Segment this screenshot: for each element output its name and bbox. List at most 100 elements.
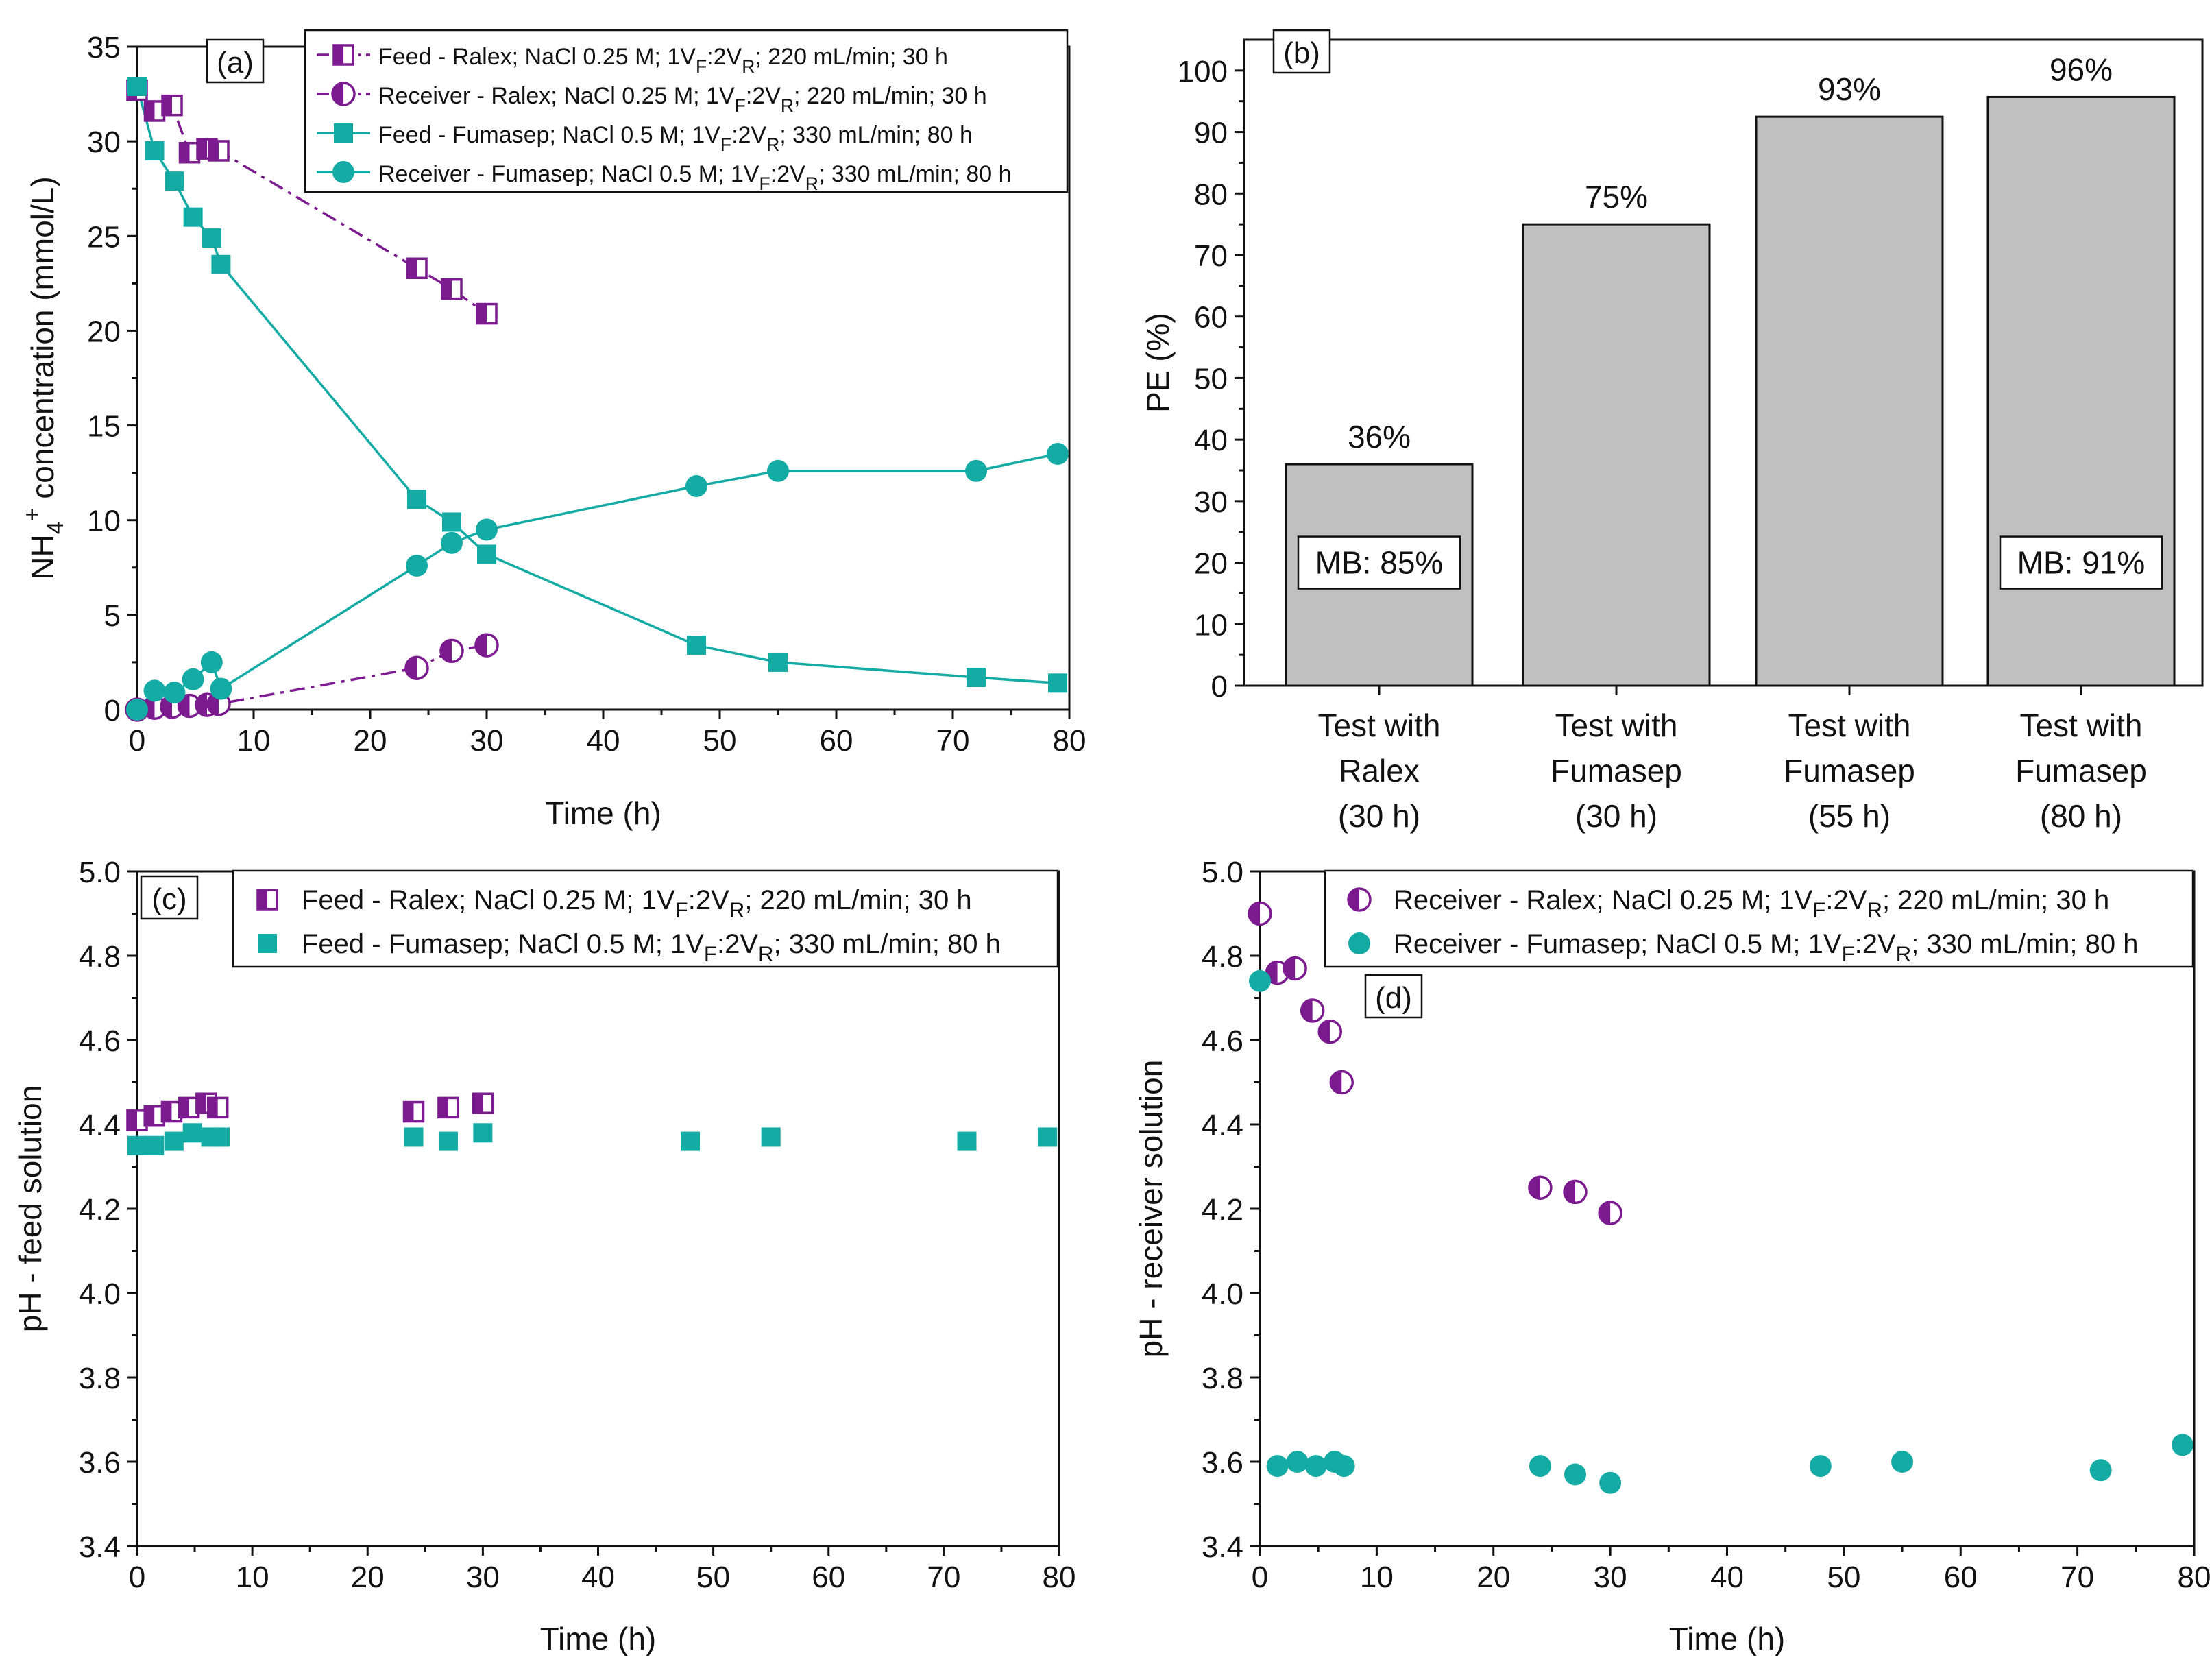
legend-marker <box>258 934 277 953</box>
y-tick-label: 25 <box>87 220 121 254</box>
legend-text-part: :2V <box>770 161 805 187</box>
y-tick-label: 5.0 <box>1202 856 1243 889</box>
marker-fill-half <box>180 143 190 162</box>
data-point-receiver_fumasep_ph <box>2171 1434 2193 1456</box>
x-category-label: Test with <box>1555 708 1678 743</box>
legend-text-part: Feed - Fumasep; NaCl 0.5 M; 1V <box>378 122 720 148</box>
legend-label-feed_fumasep: Feed - Fumasep; NaCl 0.5 M; 1VF:2VR; 330… <box>378 122 973 155</box>
legend-label-feed_fumasep_ph: Feed - Fumasep; NaCl 0.5 M; 1VF:2VR; 330… <box>302 929 1001 966</box>
marker-fill-half <box>1529 1177 1540 1199</box>
data-point-feed_fumasep <box>145 141 165 160</box>
panel-c: 0 10 20 30 40 50 60 70 80 3.4 3.6 3.8 4.0 4.2 4.4 4.6 4.… <box>12 856 1075 1656</box>
data-point-receiver_fumasep <box>767 459 789 482</box>
data-point-feed_fumasep_ph <box>182 1123 202 1143</box>
legend-box <box>232 869 1059 968</box>
data-point-feed_fumasep <box>127 77 147 97</box>
legend-text-part: ; 220 mL/min; 30 h <box>1882 885 2109 915</box>
x-category-label: (30 h) <box>1575 798 1657 834</box>
y-title-part: NH <box>25 534 60 579</box>
data-point-receiver_ralex_ph <box>1598 1201 1622 1225</box>
data-point-feed_ralex <box>406 257 428 280</box>
y-title-subscript: 4 <box>42 521 69 534</box>
legend-text-part: Receiver - Ralex; NaCl 0.25 M; 1V <box>378 83 735 109</box>
panel-label: (a) <box>217 46 254 80</box>
y-tick-label: 35 <box>87 31 121 64</box>
y-tick-label: 4.2 <box>1202 1193 1243 1227</box>
y-tick-label: 3.4 <box>79 1530 121 1564</box>
marker-fill-half <box>162 95 172 115</box>
marker-fill-half <box>334 45 343 64</box>
data-point-receiver_fumasep <box>200 651 223 673</box>
data-point-feed_ralex <box>161 94 183 117</box>
data-point-receiver_fumasep <box>441 531 463 554</box>
legend-subscript: F <box>720 134 731 155</box>
legend-marker <box>1348 932 1370 954</box>
x-tick-label: 80 <box>1053 724 1086 758</box>
data-point-feed_ralex <box>476 302 498 325</box>
legend-text-part: :2V <box>731 122 766 148</box>
legend-subscript: F <box>735 95 746 116</box>
data-point-receiver_fumasep <box>143 679 166 702</box>
panel-label-box <box>140 875 199 920</box>
data-point-receiver_fumasep_ph <box>2089 1459 2112 1482</box>
mb-annotation: MB: 85% <box>1315 545 1444 581</box>
x-tick-label: 10 <box>237 724 271 758</box>
y-tick-label: 60 <box>1194 301 1228 335</box>
x-tick-label: 20 <box>351 1560 385 1594</box>
y-tick-label: 5.0 <box>79 856 121 889</box>
y-tick-label: 4.4 <box>79 1109 121 1142</box>
marker-fill-half <box>162 1102 172 1122</box>
y-tick-label: 5 <box>104 599 121 633</box>
legend-label-receiver_ralex_ph: Receiver - Ralex; NaCl 0.25 M; 1VF:2VR; … <box>1394 885 2109 922</box>
legend-subscript: F <box>1812 898 1825 922</box>
data-point-feed_ralex_ph <box>402 1100 425 1123</box>
panel-label: (c) <box>151 882 186 916</box>
x-category-label: (55 h) <box>1808 798 1891 834</box>
legend-marker <box>332 161 354 183</box>
data-point-feed_fumasep <box>477 544 496 564</box>
data-point-receiver_fumasep <box>182 668 204 690</box>
data-point-receiver_fumasep_ph <box>1286 1451 1309 1473</box>
marker-fill-half <box>145 1106 155 1126</box>
data-point-receiver_fumasep <box>685 474 707 497</box>
panel-b: 0 10 20 30 40 50 60 70 80 90 100 PE (%) (b) 36% Test w… <box>1140 29 2204 834</box>
data-point-feed_fumasep_ph <box>164 1131 184 1151</box>
marker-fill-half <box>209 141 219 160</box>
data-point-feed_fumasep_ph <box>761 1127 781 1147</box>
x-axis-title: Time (h) <box>1669 1621 1786 1656</box>
x-tick-label: 50 <box>696 1560 730 1594</box>
legend-text-part: Receiver - Ralex; NaCl 0.25 M; 1V <box>1394 885 1813 915</box>
data-point-receiver_ralex_ph <box>1248 901 1272 926</box>
marker-fill-half <box>1301 999 1313 1022</box>
y-tick-label: 10 <box>1194 608 1228 642</box>
marker-fill-half <box>476 634 487 657</box>
data-point-receiver_ralex <box>474 633 499 658</box>
data-point-receiver_fumasep <box>476 518 498 541</box>
y-axis-title: pH - feed solution <box>12 1085 48 1333</box>
y-tick-label: 30 <box>87 125 121 159</box>
legend-text-part: :2V <box>707 44 742 70</box>
y-tick-label: 3.4 <box>1202 1530 1243 1564</box>
y-tick-label: 3.8 <box>79 1362 121 1395</box>
marker-fill-half <box>407 258 417 278</box>
y-tick-label: 4.4 <box>1202 1109 1243 1142</box>
legend-label-receiver_ralex: Receiver - Ralex; NaCl 0.25 M; 1VF:2VR; … <box>378 83 987 116</box>
data-point-feed_fumasep <box>165 171 184 191</box>
marker-fill-half <box>208 1098 218 1118</box>
legend-text-part: ; 330 mL/min; 80 h <box>779 122 973 148</box>
x-tick-label: 60 <box>812 1560 845 1594</box>
marker-fill-half <box>406 657 417 679</box>
marker-fill-half <box>441 640 452 662</box>
x-category-label: Fumasep <box>1551 753 1682 788</box>
legend-subscript: F <box>696 56 707 77</box>
panel-label-box <box>1364 974 1423 1019</box>
legend-subscript: R <box>1896 942 1912 966</box>
x-category-label: Fumasep <box>2015 753 2147 788</box>
x-category-label: (80 h) <box>2040 798 2122 834</box>
x-tick-label: 70 <box>927 1560 960 1594</box>
legend-text-part: :2V <box>688 885 729 915</box>
marker-fill-half <box>196 1094 206 1113</box>
data-point-feed_ralex_ph <box>437 1096 459 1119</box>
data-point-feed_ralex_ph <box>160 1100 183 1123</box>
legend-label-receiver_fumasep_ph: Receiver - Fumasep; NaCl 0.5 M; 1VF:2VR;… <box>1394 929 2139 966</box>
